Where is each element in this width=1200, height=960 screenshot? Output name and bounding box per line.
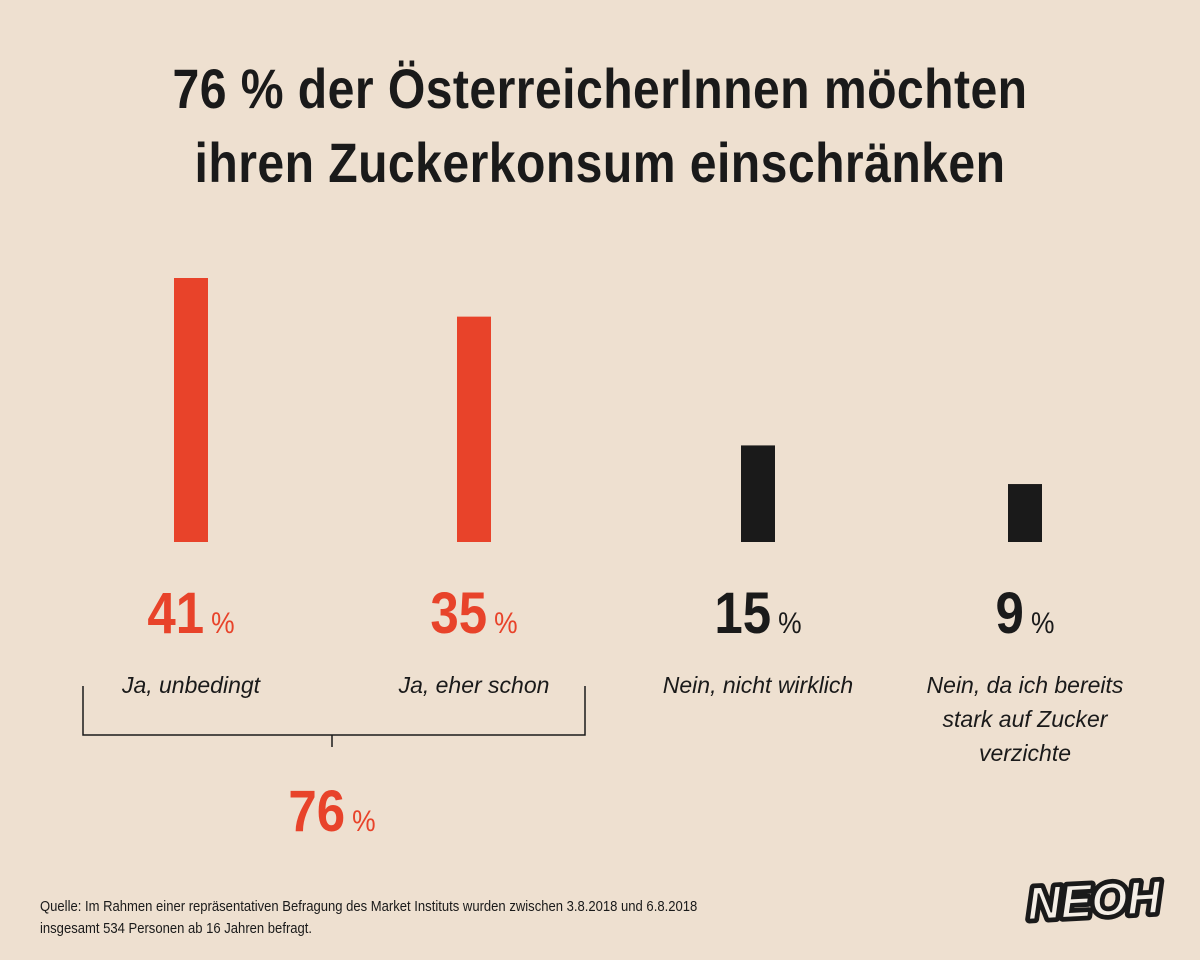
category-label-4-line-2: stark auf Zucker bbox=[943, 706, 1109, 732]
category-label-4-line-3: verzichte bbox=[979, 740, 1071, 766]
chart-title-line-1: 76 % der ÖsterreicherInnen möchten bbox=[172, 57, 1028, 120]
source-line-1: Quelle: Im Rahmen einer repräsentativen … bbox=[40, 899, 698, 915]
bar-2 bbox=[457, 316, 491, 542]
neoh-logo-text: NEOH bbox=[1026, 871, 1162, 930]
value-unit-4: % bbox=[1031, 605, 1054, 639]
category-label-1-line-1: Ja, unbedingt bbox=[121, 672, 262, 698]
group-total-label: 76% bbox=[288, 779, 375, 844]
value-number-4: 9 bbox=[996, 581, 1024, 646]
category-label-2-line-1: Ja, eher schon bbox=[398, 672, 550, 698]
group-total-unit: % bbox=[352, 803, 375, 837]
value-label-4: 9% bbox=[996, 581, 1055, 646]
value-number-1: 41 bbox=[147, 581, 204, 646]
value-number-2: 35 bbox=[430, 581, 487, 646]
chart-title: 76 % der ÖsterreicherInnen möchten ihren… bbox=[84, 52, 1116, 200]
category-label-4-line-1: Nein, da ich bereits bbox=[927, 672, 1124, 698]
bar-1 bbox=[174, 278, 208, 542]
value-label-2: 35% bbox=[430, 581, 517, 646]
value-number-3: 15 bbox=[714, 581, 771, 646]
value-label-1: 41% bbox=[147, 581, 234, 646]
value-unit-2: % bbox=[494, 605, 517, 639]
group-total-number: 76 bbox=[288, 779, 345, 844]
bar-4 bbox=[1008, 484, 1042, 542]
source-note: Quelle: Im Rahmen einer repräsentativen … bbox=[40, 896, 697, 940]
neoh-logo: NEOH NEOH bbox=[1022, 867, 1166, 934]
category-label-3-line-1: Nein, nicht wirklich bbox=[663, 672, 853, 698]
group-bracket bbox=[82, 686, 586, 747]
bar-3 bbox=[741, 445, 775, 542]
neoh-logo-outline: NEOH bbox=[1026, 871, 1162, 930]
chart-title-line-2: ihren Zuckerkonsum einschränken bbox=[194, 131, 1006, 194]
value-label-3: 15% bbox=[714, 581, 801, 646]
value-unit-3: % bbox=[778, 605, 801, 639]
value-unit-1: % bbox=[211, 605, 234, 639]
source-line-2: insgesamt 534 Personen ab 16 Jahren befr… bbox=[40, 921, 313, 937]
